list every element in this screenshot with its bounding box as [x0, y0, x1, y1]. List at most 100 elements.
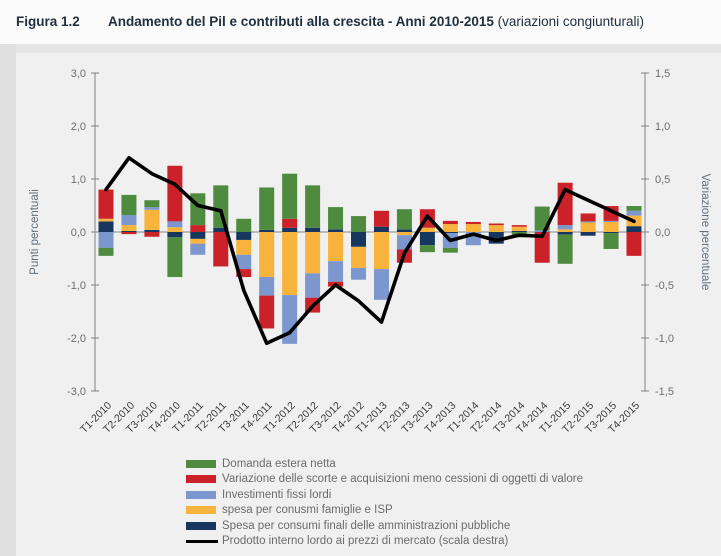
bar-segment: [580, 221, 596, 223]
bar-segment: [190, 225, 206, 232]
bar-segment: [236, 232, 252, 240]
bar-segment: [305, 232, 321, 274]
bar-segment: [351, 232, 367, 247]
figure-number: Figura 1.2: [16, 14, 80, 29]
bar-segment: [167, 165, 183, 222]
bar-segment: [190, 238, 206, 244]
bar-segment: [603, 232, 619, 234]
left-axis-tick-label: -1,0: [67, 280, 86, 292]
bar-segment: [305, 273, 321, 298]
legend-label: Prodotto interno lordo ai prezzi di merc…: [222, 535, 509, 548]
bar-segment: [167, 227, 183, 232]
bar-segment: [603, 220, 619, 222]
bar-segment: [282, 218, 298, 228]
chart-panel: 3,0 2,0 1,0 0,0 -1,0 -2,0 -3,0 1,5 1,0 0,5 0,0 -0,5…: [16, 44, 721, 556]
bar-segment: [396, 232, 412, 236]
bar-segment: [236, 218, 252, 232]
bar-segment: [465, 224, 481, 232]
bar-segment: [351, 268, 367, 280]
bar-segment: [167, 232, 183, 238]
bar-segment: [282, 295, 298, 344]
figure-title-band: Figura 1.2 Andamento del Pil e contributi…: [0, 0, 721, 44]
bar-segment: [626, 206, 642, 211]
bar-segment: [442, 247, 458, 253]
bar-segment: [236, 254, 252, 270]
bar-segment: [373, 226, 389, 232]
bar-segment: [396, 229, 412, 232]
bar-segment: [373, 232, 389, 270]
bar-segment: [534, 230, 550, 232]
legend-item: spesa per conusmi famiglie e ISP: [186, 504, 583, 518]
bar-segment: [328, 232, 344, 262]
legend-color-swatch: [186, 459, 216, 468]
bar-segment: [213, 232, 229, 267]
bar-segment: [259, 232, 275, 278]
left-axis-tick-label: -2,0: [67, 333, 86, 345]
left-axis-tick-label: -3,0: [67, 386, 86, 398]
legend-line-swatch: [186, 539, 218, 543]
left-axis-tick-label: 3,0: [71, 68, 86, 80]
bar-segment: [557, 234, 573, 264]
bar-segment: [121, 215, 137, 226]
bar-segment: [144, 209, 160, 230]
bar-segment: [419, 232, 435, 246]
bar-segment: [442, 232, 458, 234]
bar-segment: [144, 229, 160, 232]
bar-segment: [190, 193, 206, 226]
bar-segment: [236, 239, 252, 255]
bar-segment: [442, 224, 458, 232]
legend-label: Investimenti fissi lordi: [222, 488, 332, 501]
bar-segment: [488, 232, 504, 244]
figure-title-line: Figura 1.2 Andamento del Pil e contributi…: [16, 14, 716, 29]
bar-segment: [121, 230, 137, 232]
bar-segment: [190, 232, 206, 239]
bar-segment: [98, 221, 114, 232]
bar-segment: [580, 222, 596, 232]
right-axis-tick-label: 1,5: [655, 68, 670, 80]
left-axis-tick-label: 1,0: [71, 174, 86, 186]
legend-color-swatch: [186, 521, 216, 530]
bar-segment: [121, 225, 137, 231]
right-axis-tick-label: 1,0: [655, 121, 670, 133]
legend-label: Domanda estera netta: [222, 457, 336, 470]
bar-segment: [511, 225, 527, 227]
bar-segment: [488, 225, 504, 232]
gdp-line: [104, 156, 636, 346]
bar-segment: [121, 232, 137, 235]
bar-segment: [419, 245, 435, 253]
bar-segment: [259, 187, 275, 230]
bar-segment: [305, 227, 321, 232]
legend-color-swatch: [186, 475, 216, 484]
legend-label: spesa per conusmi famiglie e ISP: [222, 504, 393, 517]
figure-title-suffix: (variazioni congiunturali): [493, 14, 644, 29]
right-axis-tick-label: -1,5: [655, 386, 674, 398]
bar-segment: [259, 277, 275, 296]
bar-segment: [557, 229, 573, 232]
bar-segment: [626, 226, 642, 232]
bar-segment: [534, 232, 550, 263]
legend-item: Investimenti fissi lordi: [186, 488, 583, 502]
bar-segment: [167, 221, 183, 228]
left-axis-tick-label: 2,0: [71, 121, 86, 133]
right-axis-tick-label: -0,5: [655, 280, 674, 292]
bar-segment: [373, 269, 389, 300]
legend-color-swatch: [186, 490, 216, 499]
bar-segment: [328, 229, 344, 232]
legend-item: Variazione delle scorte e acquisizioni m…: [186, 473, 583, 487]
legend-label: Variazione delle scorte e acquisizioni m…: [222, 473, 583, 486]
bar-segment: [580, 232, 596, 236]
figure-title: Andamento del Pil e contributi alla cres…: [108, 14, 494, 29]
gdp-contributions-chart: 3,0 2,0 1,0 0,0 -1,0 -2,0 -3,0 1,5 1,0 0,5 0,0 -0,5…: [29, 68, 711, 436]
legend-item: Prodotto interno lordo ai prezzi di merc…: [186, 535, 583, 549]
bar-segment: [351, 246, 367, 269]
bar-segment: [465, 221, 481, 225]
bar-segment: [236, 269, 252, 278]
bar-segment: [305, 185, 321, 228]
bar-segment: [144, 200, 160, 208]
bar-segment: [442, 220, 458, 225]
bar-segment: [626, 210, 642, 216]
bar-segment: [328, 207, 344, 230]
panel-top-strip: [16, 44, 721, 53]
bar-segment: [98, 218, 114, 222]
bar-segment: [511, 226, 527, 231]
